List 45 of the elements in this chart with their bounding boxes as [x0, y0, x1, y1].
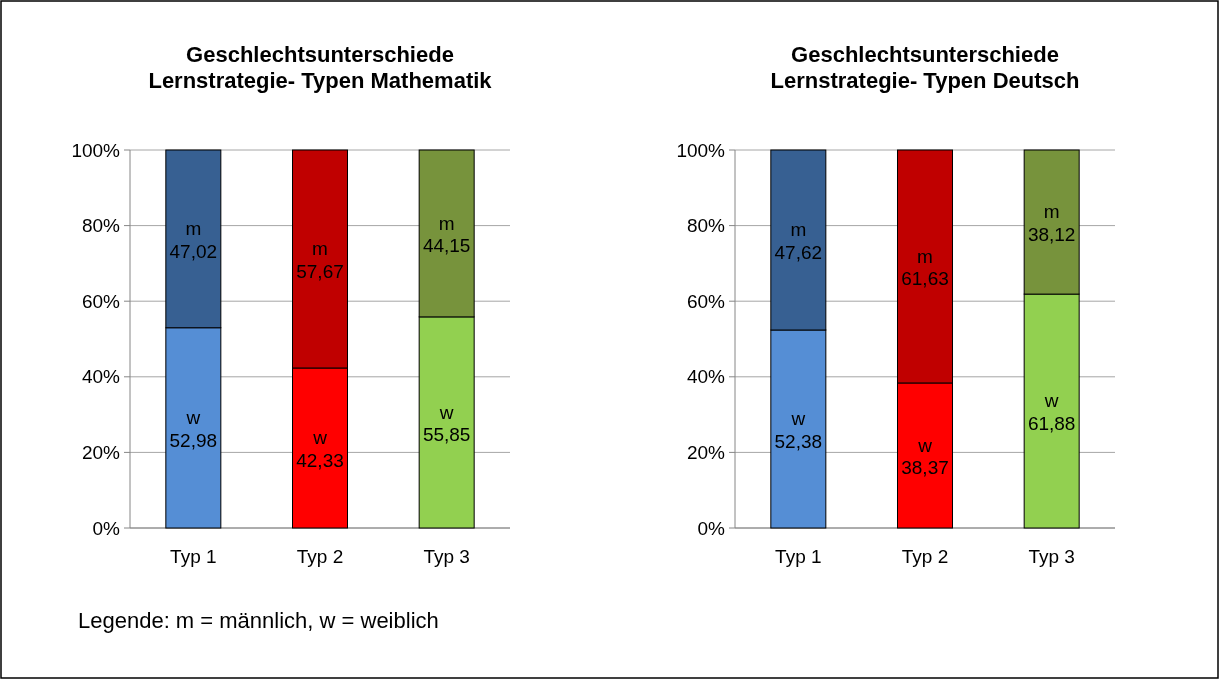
data-label: 57,67: [296, 261, 344, 282]
y-tick-label: 80%: [686, 215, 726, 237]
data-label: 52,98: [169, 429, 218, 451]
text: w: [918, 434, 932, 456]
text: m: [185, 218, 202, 240]
data-label: 52,38: [774, 431, 823, 452]
y-tick-label: 40%: [686, 366, 726, 388]
series-label: m: [1043, 201, 1060, 223]
text: w: [186, 407, 201, 429]
x-tick-label: Typ 3: [423, 546, 470, 567]
x-tick-label: Typ 2: [296, 546, 344, 567]
text: m: [312, 238, 328, 260]
data-label: 61,63: [901, 268, 949, 290]
text: m: [790, 219, 807, 241]
x-tick-label: Typ 2: [901, 546, 949, 567]
series-label: w: [1043, 390, 1059, 412]
data-label: 44,15: [422, 235, 471, 257]
data-label: 38,12: [1027, 224, 1076, 246]
y-tick-label: 80%: [81, 215, 121, 237]
y-tick-label: 20%: [686, 442, 726, 464]
x-tick-label: Typ 1: [170, 546, 217, 567]
y-tick-label: 100%: [676, 139, 726, 161]
y-tick-label: 40%: [81, 366, 121, 388]
series-label: w: [312, 427, 328, 449]
text: m: [917, 245, 933, 267]
text: Legende: m = männlich, w = weiblich: [78, 608, 439, 633]
y-tick-label: 20%: [81, 442, 121, 464]
chart-title: Geschlechtsunterschiede Lernstrategie- Typen Deutsch: [770, 42, 1080, 93]
data-label: 55,85: [422, 424, 471, 446]
chart-title: Geschlechtsunterschiede Lernstrategie- Typen Mathematik: [148, 42, 493, 93]
data-label: 42,33: [296, 450, 344, 471]
y-tick-label: 60%: [686, 290, 726, 312]
x-tick-label: Typ 3: [1028, 546, 1075, 567]
data-label: 47,62: [774, 242, 823, 263]
y-tick-label: 0%: [92, 517, 121, 539]
text: w: [791, 408, 806, 430]
series-label: m: [438, 212, 455, 234]
y-tick-label: 100%: [71, 139, 121, 161]
text: w: [439, 401, 454, 423]
y-tick-label: 0%: [697, 517, 726, 539]
data-label: 61,88: [1027, 413, 1076, 435]
data-label: 38,37: [901, 457, 949, 479]
x-tick-label: Typ 1: [775, 546, 822, 567]
y-tick-label: 60%: [81, 290, 121, 312]
data-label: 47,02: [169, 240, 218, 262]
